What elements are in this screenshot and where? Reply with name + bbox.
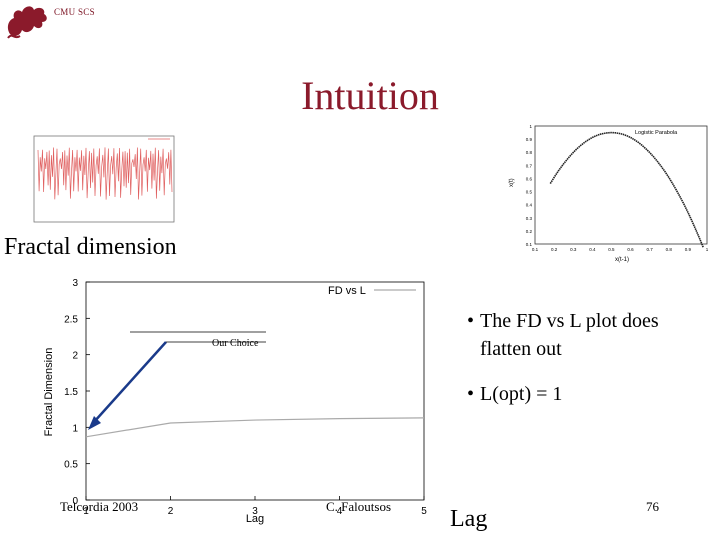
parabola-y-tick-label: 1 <box>529 124 532 129</box>
bullet-1-text: The FD vs L plot does flatten out <box>480 310 659 360</box>
parabola-y-tick-label: 0.7 <box>526 163 533 168</box>
y-tick-label: 0.5 <box>64 460 78 471</box>
y-tick-label: 2.5 <box>64 314 78 325</box>
annotation-arrow <box>93 341 167 423</box>
org-label: CMU SCS <box>54 7 95 17</box>
parabola-xlabel: x(t-1) <box>615 257 629 263</box>
parabola-x-tick-label: 0.2 <box>551 247 558 252</box>
slide-title: Intuition <box>301 73 439 118</box>
x-axis-label: Lag <box>246 513 264 525</box>
bullet-1: • The FD vs L plot does flatten out <box>467 307 687 363</box>
x-tick-label: 3 <box>252 506 258 517</box>
parabola-y-tick-label: 0.6 <box>526 176 533 181</box>
x-tick-label: 5 <box>421 506 427 517</box>
y-tick-label: 3 <box>72 278 78 289</box>
y-tick-label: 0 <box>72 496 78 507</box>
parabola-x-tick-label: 0.5 <box>608 247 615 252</box>
parabola-x-tick-label: 0.9 <box>685 247 692 252</box>
bullet-2: • L(opt) = 1 <box>467 380 562 408</box>
x-tick-label: 1 <box>83 506 89 517</box>
footer-organization: Telcordia 2003 <box>60 499 139 514</box>
parabola-ylabel: x(t) <box>509 178 515 187</box>
annotation-arrowhead <box>88 416 101 430</box>
parabola-x-tick-label: 0.8 <box>666 247 673 252</box>
time-series-thumbnail <box>33 135 175 223</box>
footer-author: C. Faloutsos <box>326 499 392 514</box>
x-tick-label: 2 <box>168 506 174 517</box>
parabola-y-tick-label: 0.3 <box>526 216 533 221</box>
parabola-y-tick-label: 0.1 <box>526 242 533 247</box>
parabola-y-tick-label: 0.8 <box>526 150 533 155</box>
footer-lag-label: Lag <box>450 506 488 532</box>
annotation-text: Our Choice <box>212 338 259 349</box>
parabola-title: Logistic Parabola <box>635 130 678 136</box>
parabola-y-tick-label: 0.9 <box>526 137 533 142</box>
fd-series-line <box>85 417 425 438</box>
parabola-y-tick-label: 0.5 <box>526 190 533 195</box>
parabola-x-tick-label: 0.7 <box>647 247 654 252</box>
y-axis-label: Fractal Dimension <box>43 348 55 437</box>
y-tick-label: 2 <box>72 351 78 362</box>
parabola-x-tick-label: 0.1 <box>532 247 539 252</box>
parabola-x-tick-label: 0.6 <box>627 247 634 252</box>
parabola-x-tick-label: 0.4 <box>589 247 596 252</box>
parabola-x-tick-label: 1 <box>706 247 709 252</box>
legend-label: FD vs L <box>328 285 366 297</box>
fd-vs-lag-chart: Fractal Dimension Lag 0 0.5 1 1.5 2 2.5 3 1 2 3 4… <box>43 278 427 525</box>
bullet-2-mark: • <box>467 383 475 405</box>
y-tick-label: 1.5 <box>64 387 78 398</box>
parabola-y-tick-label: 0.4 <box>526 203 533 208</box>
x-tick-label: 4 <box>337 506 343 517</box>
logistic-parabola-thumbnail: Logistic Parabola x(t) x(t-1) 1 0.9 0.8 0.7… <box>509 124 709 263</box>
bullet-1-mark: • <box>467 310 475 332</box>
y-tick-label: 1 <box>72 423 78 434</box>
parabola-x-tick-label: 0.3 <box>570 247 577 252</box>
bullet-2-text: L(opt) = 1 <box>480 383 563 405</box>
page-number: 76 <box>646 499 659 514</box>
fractal-dimension-label: Fractal dimension <box>4 234 177 260</box>
parabola-y-tick-label: 0.2 <box>526 229 533 234</box>
dragon-logo <box>7 6 47 39</box>
